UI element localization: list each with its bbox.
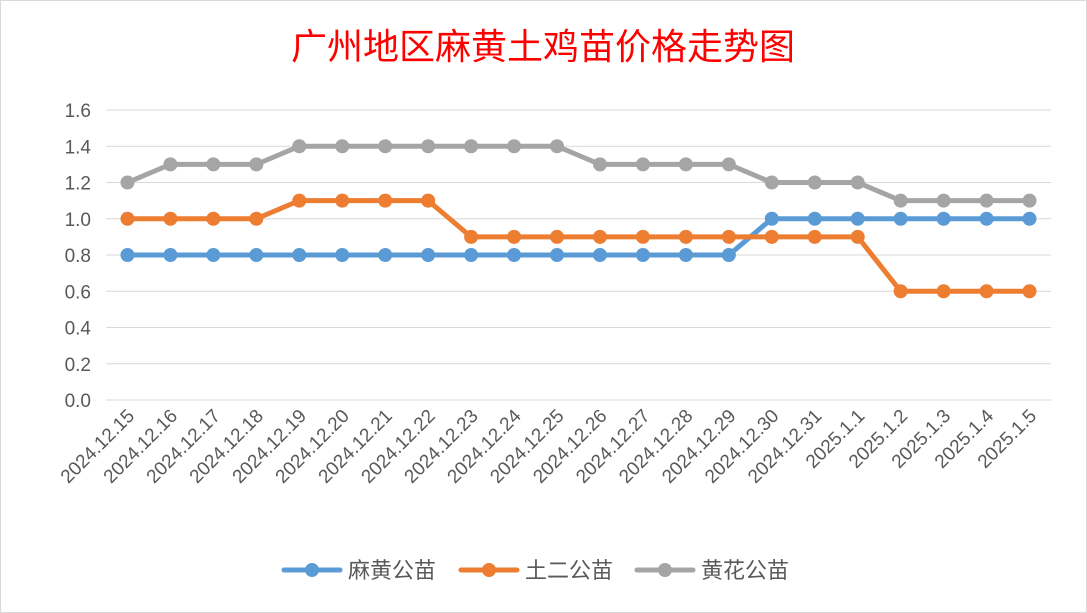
data-point [807, 175, 822, 190]
data-point [507, 139, 522, 154]
data-point [678, 229, 693, 244]
data-point [163, 157, 178, 172]
data-point [120, 175, 135, 190]
data-point [592, 157, 607, 172]
legend-item: 土二公苗 [458, 559, 613, 584]
data-point [936, 193, 951, 208]
series-麻黄公苗 [120, 211, 1037, 262]
data-point [163, 248, 178, 262]
data-point [635, 229, 650, 244]
data-point [249, 157, 264, 172]
series-黄花公苗 [120, 139, 1037, 208]
data-point [550, 229, 565, 244]
data-point [721, 248, 736, 262]
legend-item: 麻黄公苗 [281, 559, 436, 584]
data-point [206, 211, 221, 226]
data-point [292, 139, 307, 154]
legend-label: 黄花公苗 [701, 559, 789, 584]
data-point [550, 139, 565, 154]
data-point [979, 193, 994, 208]
legend: 麻黄公苗 土二公苗 黄花公苗 [281, 559, 789, 584]
data-point [249, 211, 264, 226]
data-point [807, 211, 822, 226]
data-point [507, 248, 522, 262]
data-point [850, 229, 865, 244]
data-point [292, 193, 307, 208]
data-point [936, 284, 951, 299]
data-point [893, 211, 908, 226]
legend-swatch-marker [658, 563, 672, 577]
data-point [120, 248, 135, 262]
series-lines [120, 139, 1037, 299]
data-point [421, 139, 436, 154]
data-point [421, 193, 436, 208]
data-point [1022, 193, 1037, 208]
data-point [592, 229, 607, 244]
data-point [893, 193, 908, 208]
data-point [378, 139, 393, 154]
data-point [721, 157, 736, 172]
data-point [378, 193, 393, 208]
data-point [936, 211, 951, 226]
data-point [850, 175, 865, 190]
data-point [249, 248, 264, 262]
y-tick-label: 1.0 [65, 210, 91, 231]
data-point [979, 211, 994, 226]
data-point [1022, 211, 1037, 226]
data-point [893, 284, 908, 299]
y-tick-label: 0.8 [65, 246, 91, 267]
data-point [1022, 284, 1037, 299]
data-point [635, 248, 650, 262]
data-point [592, 248, 607, 262]
data-point [764, 175, 779, 190]
legend-swatch-marker [482, 563, 496, 577]
y-tick-label: 0.4 [65, 319, 92, 340]
y-tick-label: 1.2 [65, 174, 91, 195]
data-point [292, 248, 307, 262]
y-tick-label: 1.4 [65, 137, 92, 158]
data-point [550, 248, 565, 262]
series-土二公苗 [120, 193, 1037, 299]
data-point [206, 248, 221, 262]
data-point [635, 157, 650, 172]
data-point [335, 248, 350, 262]
y-tick-label: 0.6 [65, 282, 91, 303]
legend-label: 土二公苗 [525, 559, 613, 584]
data-point [464, 229, 479, 244]
data-point [764, 211, 779, 226]
x-axis-tick-labels: 2024.12.152024.12.162024.12.172024.12.18… [57, 405, 1041, 487]
data-point [721, 229, 736, 244]
data-point [206, 157, 221, 172]
data-point [507, 229, 522, 244]
y-tick-label: 1.6 [65, 101, 91, 122]
data-point [335, 139, 350, 154]
data-point [464, 248, 479, 262]
data-point [764, 229, 779, 244]
data-point [807, 229, 822, 244]
legend-item: 黄花公苗 [634, 559, 789, 584]
chart-title: 广州地区麻黄土鸡苗价格走势图 [291, 27, 795, 68]
data-point [378, 248, 393, 262]
y-tick-label: 0.0 [65, 391, 91, 412]
y-tick-label: 0.2 [65, 355, 91, 376]
series-line [124, 143, 1033, 204]
data-point [979, 284, 994, 299]
data-point [678, 157, 693, 172]
data-point [120, 211, 135, 226]
legend-swatch-marker [305, 563, 319, 577]
data-point [163, 211, 178, 226]
data-point [421, 248, 436, 262]
data-point [335, 193, 350, 208]
y-axis-tick-labels: 0.0 0.2 0.4 0.6 0.8 1.0 1.2 1.4 1.6 [65, 101, 92, 412]
data-point [678, 248, 693, 262]
data-point [464, 139, 479, 154]
series-line [124, 216, 1033, 258]
data-point [850, 211, 865, 226]
legend-label: 麻黄公苗 [348, 559, 436, 584]
series-line [124, 198, 1033, 294]
